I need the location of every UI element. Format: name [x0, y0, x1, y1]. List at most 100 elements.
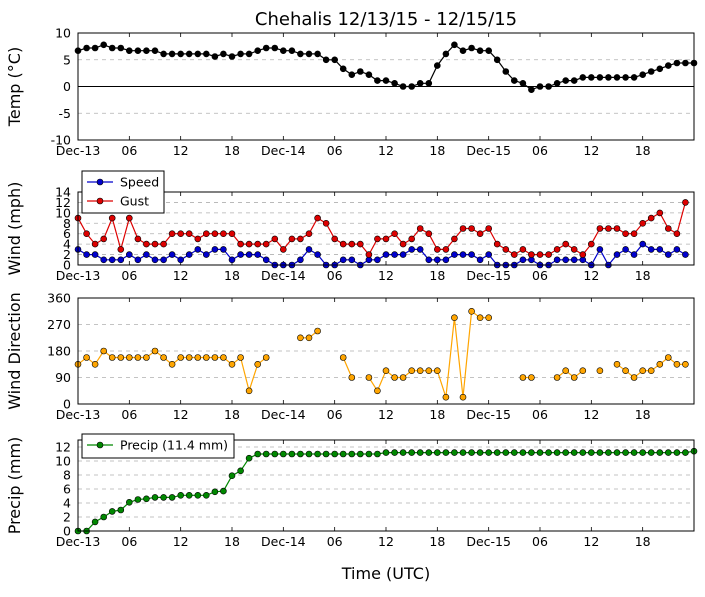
data-point	[211, 230, 219, 237]
data-point	[134, 256, 142, 264]
data-point	[339, 256, 347, 264]
data-point	[605, 74, 612, 81]
data-point	[348, 256, 356, 264]
data-point	[408, 235, 416, 243]
data-point	[91, 44, 99, 52]
data-point	[673, 246, 681, 253]
data-point	[126, 47, 133, 55]
y-tick-label: 4	[63, 496, 71, 511]
data-point	[143, 47, 150, 55]
data-point	[134, 354, 142, 361]
data-point	[339, 354, 347, 361]
data-point	[203, 230, 210, 237]
data-point	[365, 251, 373, 258]
data-point	[177, 50, 184, 58]
x-tick-label: 12	[378, 534, 394, 549]
data-point	[160, 240, 167, 248]
data-point	[425, 256, 433, 264]
data-point	[493, 240, 501, 248]
data-point	[237, 467, 244, 475]
data-point	[211, 354, 219, 361]
data-point	[451, 314, 458, 322]
data-point	[485, 251, 493, 258]
data-point	[194, 491, 202, 499]
data-point	[83, 44, 90, 52]
data-point	[160, 256, 167, 264]
data-point	[305, 230, 313, 237]
data-point	[305, 450, 313, 458]
data-point	[151, 494, 159, 501]
data-point	[365, 374, 373, 381]
y-tick-label: 5	[63, 52, 71, 67]
data-point	[194, 235, 202, 243]
y-tick-label: 90	[55, 370, 71, 385]
x-tick-label: 12	[173, 407, 189, 422]
data-point	[271, 44, 279, 52]
legend-label: Gust	[120, 194, 149, 209]
data-point	[399, 240, 407, 248]
data-point	[553, 374, 561, 381]
data-point	[630, 251, 638, 258]
y-tick-label: 0	[63, 258, 71, 273]
x-tick-label: 12	[378, 268, 394, 283]
x-tick-label: 12	[173, 534, 189, 549]
data-point	[425, 230, 433, 237]
data-point	[605, 225, 612, 232]
data-point	[297, 334, 304, 342]
data-point	[673, 59, 681, 67]
data-point	[100, 347, 107, 355]
data-point	[562, 449, 570, 456]
data-point	[622, 367, 629, 375]
data-point	[459, 449, 467, 456]
data-point	[220, 487, 227, 495]
data-point	[168, 251, 176, 258]
data-point	[365, 450, 373, 458]
data-point	[553, 80, 561, 87]
x-tick-label: 18	[224, 407, 240, 422]
data-point	[134, 235, 142, 243]
data-point	[639, 240, 647, 248]
data-point	[502, 68, 510, 75]
data-point	[510, 77, 518, 84]
x-tick-label: 18	[429, 268, 445, 283]
data-point	[91, 251, 99, 258]
data-point	[237, 354, 244, 361]
data-point	[237, 50, 244, 58]
data-point	[126, 251, 133, 258]
data-point	[117, 354, 125, 361]
data-point	[185, 354, 193, 361]
data-point	[100, 513, 107, 521]
x-tick-label: 12	[378, 143, 394, 158]
data-point	[570, 374, 578, 381]
data-point	[673, 360, 681, 368]
data-point	[579, 449, 587, 456]
series-line	[78, 450, 695, 532]
data-point	[673, 449, 681, 456]
data-point	[245, 251, 253, 258]
data-point	[476, 230, 484, 237]
data-point	[271, 450, 279, 458]
legend-marker	[96, 178, 104, 186]
data-point	[622, 74, 629, 81]
data-point	[194, 246, 202, 253]
series-p1	[74, 41, 698, 93]
data-point	[468, 251, 475, 258]
data-point	[382, 77, 390, 84]
x-tick-label: Dec-13	[56, 534, 101, 549]
data-point	[143, 251, 150, 258]
y-tick-label: 2	[63, 510, 71, 525]
data-point	[143, 495, 150, 503]
data-point	[416, 449, 424, 456]
data-point	[382, 449, 390, 456]
data-point	[374, 235, 381, 243]
data-point	[203, 251, 210, 258]
data-point	[297, 256, 304, 264]
x-tick-label: Dec-15	[466, 268, 511, 283]
data-point	[545, 449, 552, 456]
data-point	[664, 62, 672, 69]
y-axis-label: Temp (°C)	[5, 47, 24, 127]
data-point	[596, 74, 604, 81]
data-point	[605, 449, 612, 456]
data-point	[519, 246, 527, 253]
